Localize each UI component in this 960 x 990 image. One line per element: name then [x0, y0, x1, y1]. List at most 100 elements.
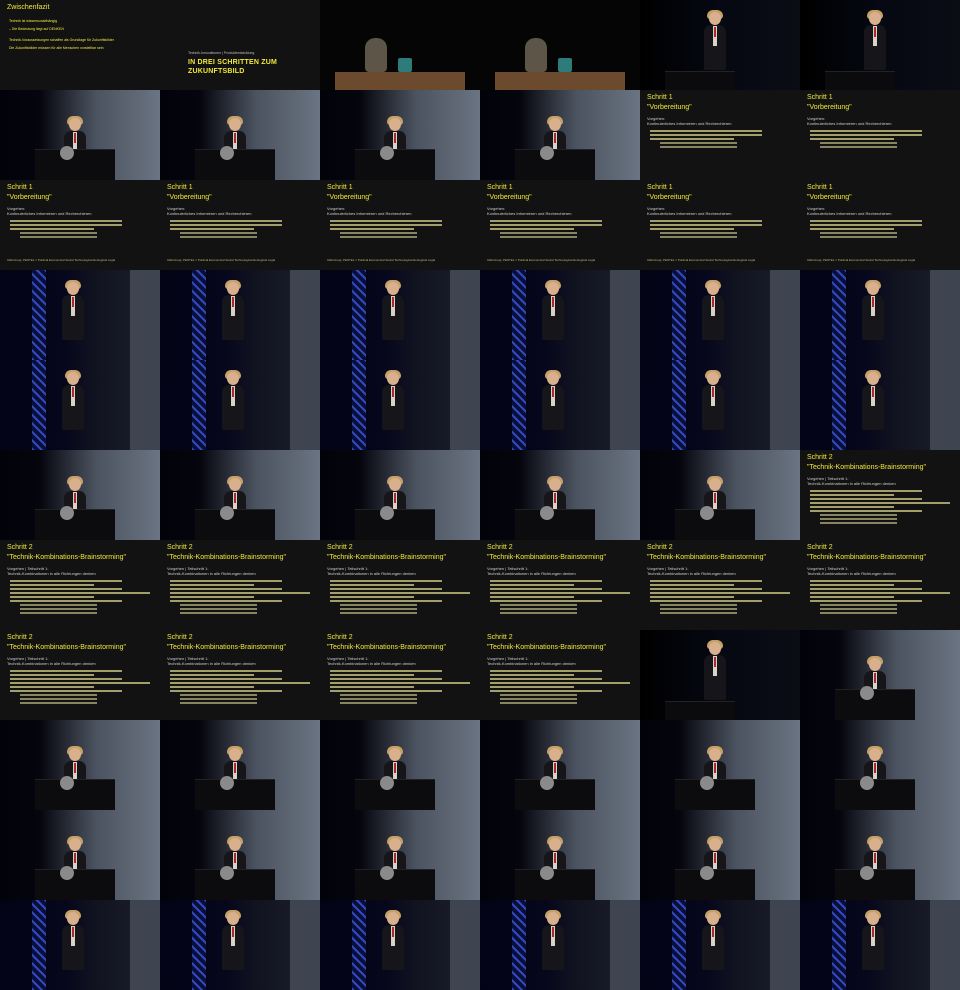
bullet-line [170, 686, 254, 688]
slide-schritt-1: Schritt 1 "Vorbereitung" Vorgehen: Kontinui… [800, 180, 960, 270]
slide-schritt-2: Schritt 2 "Technik-Kombinations-Brainstor… [800, 540, 960, 630]
bullet-line [10, 580, 122, 582]
slide-schritt-1: Schritt 1 "Vorbereitung" Vorgehen: Kontinui… [320, 180, 480, 270]
slide-subtitle: "Technik-Kombinations-Brainstorming" [7, 554, 126, 561]
bullet-line [170, 220, 282, 222]
bullet-line [170, 690, 282, 692]
bullet-line [10, 596, 94, 598]
bullet-line [810, 130, 922, 132]
slide-schritt-2: Schritt 2 "Technik-Kombinations-Brainstor… [0, 540, 160, 630]
slide-title: Schritt 2 [167, 634, 193, 641]
bullet-line [340, 236, 417, 238]
bullet-list [10, 220, 150, 240]
slide-method-label: Vorgehen | Teilschritt 1: [167, 566, 209, 571]
slide-method: Kontinuierliches Informieren und Recherc… [647, 121, 732, 126]
bullet-line [490, 580, 602, 582]
slide-method-label: Vorgehen: [807, 206, 826, 211]
slide-method-label: Vorgehen: [167, 206, 186, 211]
slide-heading: IN DREI SCHRITTEN ZUM ZUKUNFTSBILD [188, 59, 277, 75]
slide-method-label: Vorgehen | Teilschritt 1: [807, 566, 849, 571]
lectern [195, 779, 275, 810]
stage-podium-shot [480, 720, 640, 810]
stage-truss-shot [0, 900, 160, 990]
lectern [35, 509, 115, 540]
speaker [382, 370, 404, 432]
speaker [542, 280, 564, 342]
light-truss [672, 270, 686, 360]
bullet-line [810, 588, 922, 590]
bullet-line [490, 592, 630, 594]
light-truss [672, 360, 686, 450]
slide-title: Schritt 2 [487, 634, 513, 641]
lectern [515, 149, 595, 180]
bullet-line [180, 612, 257, 614]
plush-toy [220, 506, 234, 520]
plush-toy [380, 146, 394, 160]
light-truss [192, 270, 206, 360]
stage-podium-shot [320, 90, 480, 180]
speaker [704, 640, 726, 702]
stage-podium-shot [160, 450, 320, 540]
bullet-line [820, 604, 897, 606]
slide-method-label: Vorgehen | Teilschritt 1: [487, 656, 529, 661]
speaker [382, 910, 404, 972]
bullet-line [10, 228, 94, 230]
light-truss [32, 360, 46, 450]
bullet-line [330, 228, 414, 230]
bullet-list [330, 580, 470, 616]
figurine [558, 58, 572, 72]
plush-toy [540, 776, 554, 790]
slide-subtitle: "Vorbereitung" [167, 194, 212, 201]
bullet-line [330, 674, 414, 676]
slide-footer: Abkürzung: PESTEL = Political Economical… [487, 258, 596, 262]
stage-truss-shot [160, 360, 320, 450]
slide-title: Schritt 2 [7, 634, 33, 641]
bullet-line [180, 694, 257, 696]
bullet-line [170, 600, 282, 602]
bullet-line [820, 518, 897, 520]
slide-schritt-2: Schritt 2 "Technik-Kombinations-Brainstor… [160, 630, 320, 720]
bullet-line [340, 612, 417, 614]
bullet-line [170, 588, 282, 590]
slide-subtitle: "Technik-Kombinations-Brainstorming" [647, 554, 766, 561]
bullet-line [20, 698, 97, 700]
bullet-line [170, 596, 254, 598]
light-truss [512, 270, 526, 360]
plush-toy [380, 506, 394, 520]
light-truss [832, 360, 846, 450]
slide-method: Kontinuierliches Informieren und Recherc… [807, 211, 892, 216]
bullet-line [650, 592, 790, 594]
stage-truss-shot [0, 270, 160, 360]
lectern [35, 149, 115, 180]
lectern [195, 869, 275, 900]
bullet-list [490, 580, 630, 616]
bullet-line [330, 600, 442, 602]
speaker [62, 910, 84, 972]
slide-method: Technik-Kombinationen in alle Richtungen… [7, 571, 96, 576]
slide-title: Schritt 1 [647, 94, 673, 101]
bullet-list [10, 670, 150, 706]
bullet-line [820, 514, 897, 516]
light-truss [352, 900, 366, 990]
bullet-line [330, 224, 442, 226]
bullet-line [170, 580, 282, 582]
bullet-line [810, 220, 922, 222]
slide-subtitle: "Technik-Kombinations-Brainstorming" [487, 554, 606, 561]
bullet-line [340, 608, 417, 610]
bullet-line [20, 702, 97, 704]
stage-truss-shot [640, 900, 800, 990]
slide-schritt-2: Schritt 2 "Technik-Kombinations-Brainstor… [320, 540, 480, 630]
bullet-line [10, 220, 122, 222]
slide-subtitle: "Vorbereitung" [327, 194, 372, 201]
lectern [515, 779, 595, 810]
bullet-line [650, 580, 762, 582]
stage-podium-shot [320, 810, 480, 900]
bullet-line [180, 236, 257, 238]
stage-podium-shot [480, 810, 640, 900]
bullet-line [20, 608, 97, 610]
bullet-list [650, 130, 790, 150]
bullet-list [810, 220, 950, 240]
bullet-line [500, 236, 577, 238]
slide-title: Schritt 2 [7, 544, 33, 551]
slide-title: Schritt 1 [327, 184, 353, 191]
